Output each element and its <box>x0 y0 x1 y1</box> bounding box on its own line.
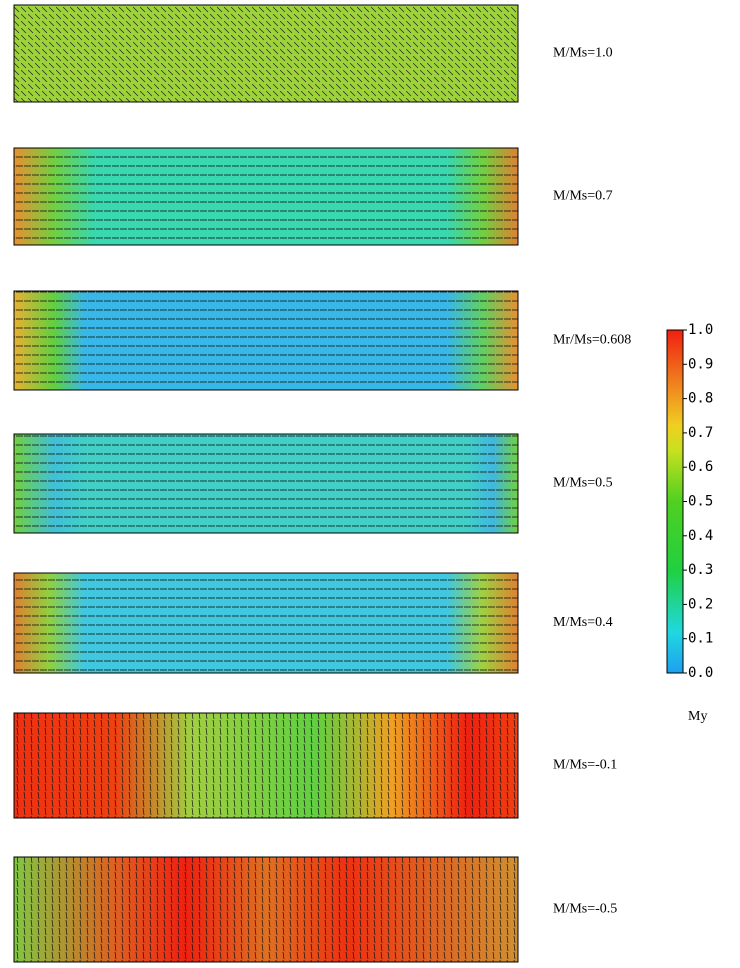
panel-label: M/Ms=1.0 <box>553 46 613 61</box>
panel-label: M/Ms=-0.1 <box>553 758 617 773</box>
panels: M/Ms=1.0 M/Ms=0.7 Mr/Ms=0.608 M/Ms=0.5 M/Ms=… <box>13 4 631 963</box>
arrow-field <box>13 433 519 534</box>
arrow-field <box>13 856 519 963</box>
panel-label: M/Ms=0.5 <box>553 476 613 491</box>
colorbar-tick-label: 0.9 <box>688 356 713 372</box>
panel-label: M/Ms=0.4 <box>553 615 613 630</box>
colorbar <box>666 329 684 674</box>
colorbar-label: My <box>688 709 707 724</box>
arrow-field <box>13 147 519 246</box>
arrow-field <box>13 712 519 819</box>
colorbar-tick-label: 0.6 <box>688 459 713 475</box>
colorbar-tick-label: 1.0 <box>688 322 713 338</box>
colorbar-tick-label: 0.7 <box>688 425 713 441</box>
colorbar-tick-label: 0.3 <box>688 562 713 578</box>
colorbar-tick-label: 0.0 <box>688 665 713 681</box>
arrow-field <box>13 572 519 674</box>
colorbar-tick-label: 0.2 <box>688 596 713 612</box>
arrow-field <box>13 4 519 103</box>
panel-label: Mr/Ms=0.608 <box>553 333 631 348</box>
colorbar-tick-label: 0.5 <box>688 494 713 510</box>
panel-label: M/Ms=0.7 <box>553 189 613 204</box>
panel-label: M/Ms=-0.5 <box>553 902 617 917</box>
colorbar-tick-label: 0.4 <box>688 528 713 544</box>
arrow-field <box>13 290 519 391</box>
colorbar-tick-label: 0.8 <box>688 391 713 407</box>
colorbar-tick-label: 0.1 <box>688 631 713 647</box>
